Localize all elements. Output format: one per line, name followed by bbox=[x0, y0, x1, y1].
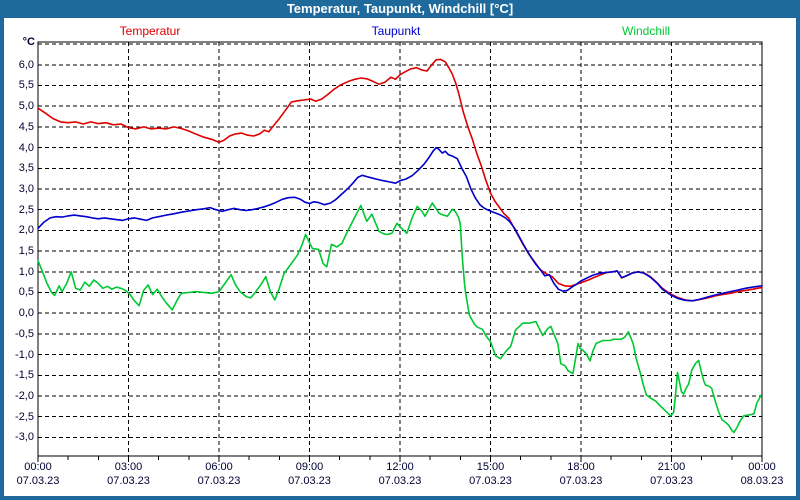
y-axis-label: -0,5 bbox=[15, 327, 34, 340]
x-axis-time-label: 00:00 bbox=[24, 461, 52, 473]
legend-temperatur: Temperatur bbox=[119, 24, 181, 38]
y-axis-label: -1,0 bbox=[15, 348, 34, 361]
y-axis-label: 2,0 bbox=[18, 224, 34, 237]
x-axis-date-label: 07.03.23 bbox=[378, 475, 422, 487]
x-axis-time-label: 12:00 bbox=[386, 461, 414, 473]
x-axis-time-label: 03:00 bbox=[114, 461, 143, 473]
y-axis-label: 1,5 bbox=[18, 245, 34, 258]
y-axis-label: 5,5 bbox=[18, 79, 34, 92]
y-axis-label: -3,0 bbox=[15, 431, 34, 444]
x-axis-date-label: 07.03.23 bbox=[197, 475, 241, 487]
y-axis-label: 1,0 bbox=[18, 265, 34, 278]
series-taupunkt bbox=[37, 146, 763, 302]
y-axis-label: 3,0 bbox=[18, 182, 34, 195]
x-axis-date-label: 08.03.23 bbox=[740, 475, 784, 487]
y-axis-label: 4,0 bbox=[18, 141, 34, 154]
y-axis-label: -1,5 bbox=[15, 369, 34, 382]
x-axis-time-label: 06:00 bbox=[205, 461, 233, 473]
x-axis-date-label: 07.03.23 bbox=[559, 475, 603, 487]
title-bar: Temperatur, Taupunkt, Windchill [°C] bbox=[0, 0, 800, 18]
y-axis-label: 4,5 bbox=[18, 120, 34, 133]
y-axis-label: -2,0 bbox=[15, 389, 34, 402]
x-axis-time-label: 09:00 bbox=[295, 461, 324, 473]
x-axis-date-label: 07.03.23 bbox=[650, 475, 693, 487]
window-title: Temperatur, Taupunkt, Windchill [°C] bbox=[286, 1, 514, 16]
y-axis-label: 0,0 bbox=[18, 307, 34, 320]
x-axis-date-label: 07.03.23 bbox=[107, 475, 150, 487]
y-axis-label: 2,5 bbox=[18, 203, 34, 216]
y-axis-label: -2,5 bbox=[15, 410, 34, 423]
x-axis-date-label: 07.03.23 bbox=[16, 475, 60, 487]
x-axis-time-label: 21:00 bbox=[657, 461, 686, 473]
x-axis-date-label: 07.03.23 bbox=[469, 475, 512, 487]
y-axis-label: 0,5 bbox=[18, 286, 34, 299]
x-axis-time-label: 15:00 bbox=[476, 461, 505, 473]
x-axis-time-label: 00:00 bbox=[748, 461, 776, 473]
y-axis-label: 3,5 bbox=[18, 162, 34, 175]
legend-windchill: Windchill bbox=[621, 24, 671, 38]
x-axis-date-label: 07.03.23 bbox=[288, 475, 331, 487]
series-windchill bbox=[37, 202, 762, 434]
x-axis-time-label: 18:00 bbox=[567, 461, 595, 473]
y-axis-label: 6,0 bbox=[18, 58, 34, 71]
legend-taupunkt: Taupunkt bbox=[371, 24, 421, 38]
y-axis-label: 5,0 bbox=[18, 100, 34, 113]
y-axis-unit-label: °C bbox=[22, 36, 35, 48]
